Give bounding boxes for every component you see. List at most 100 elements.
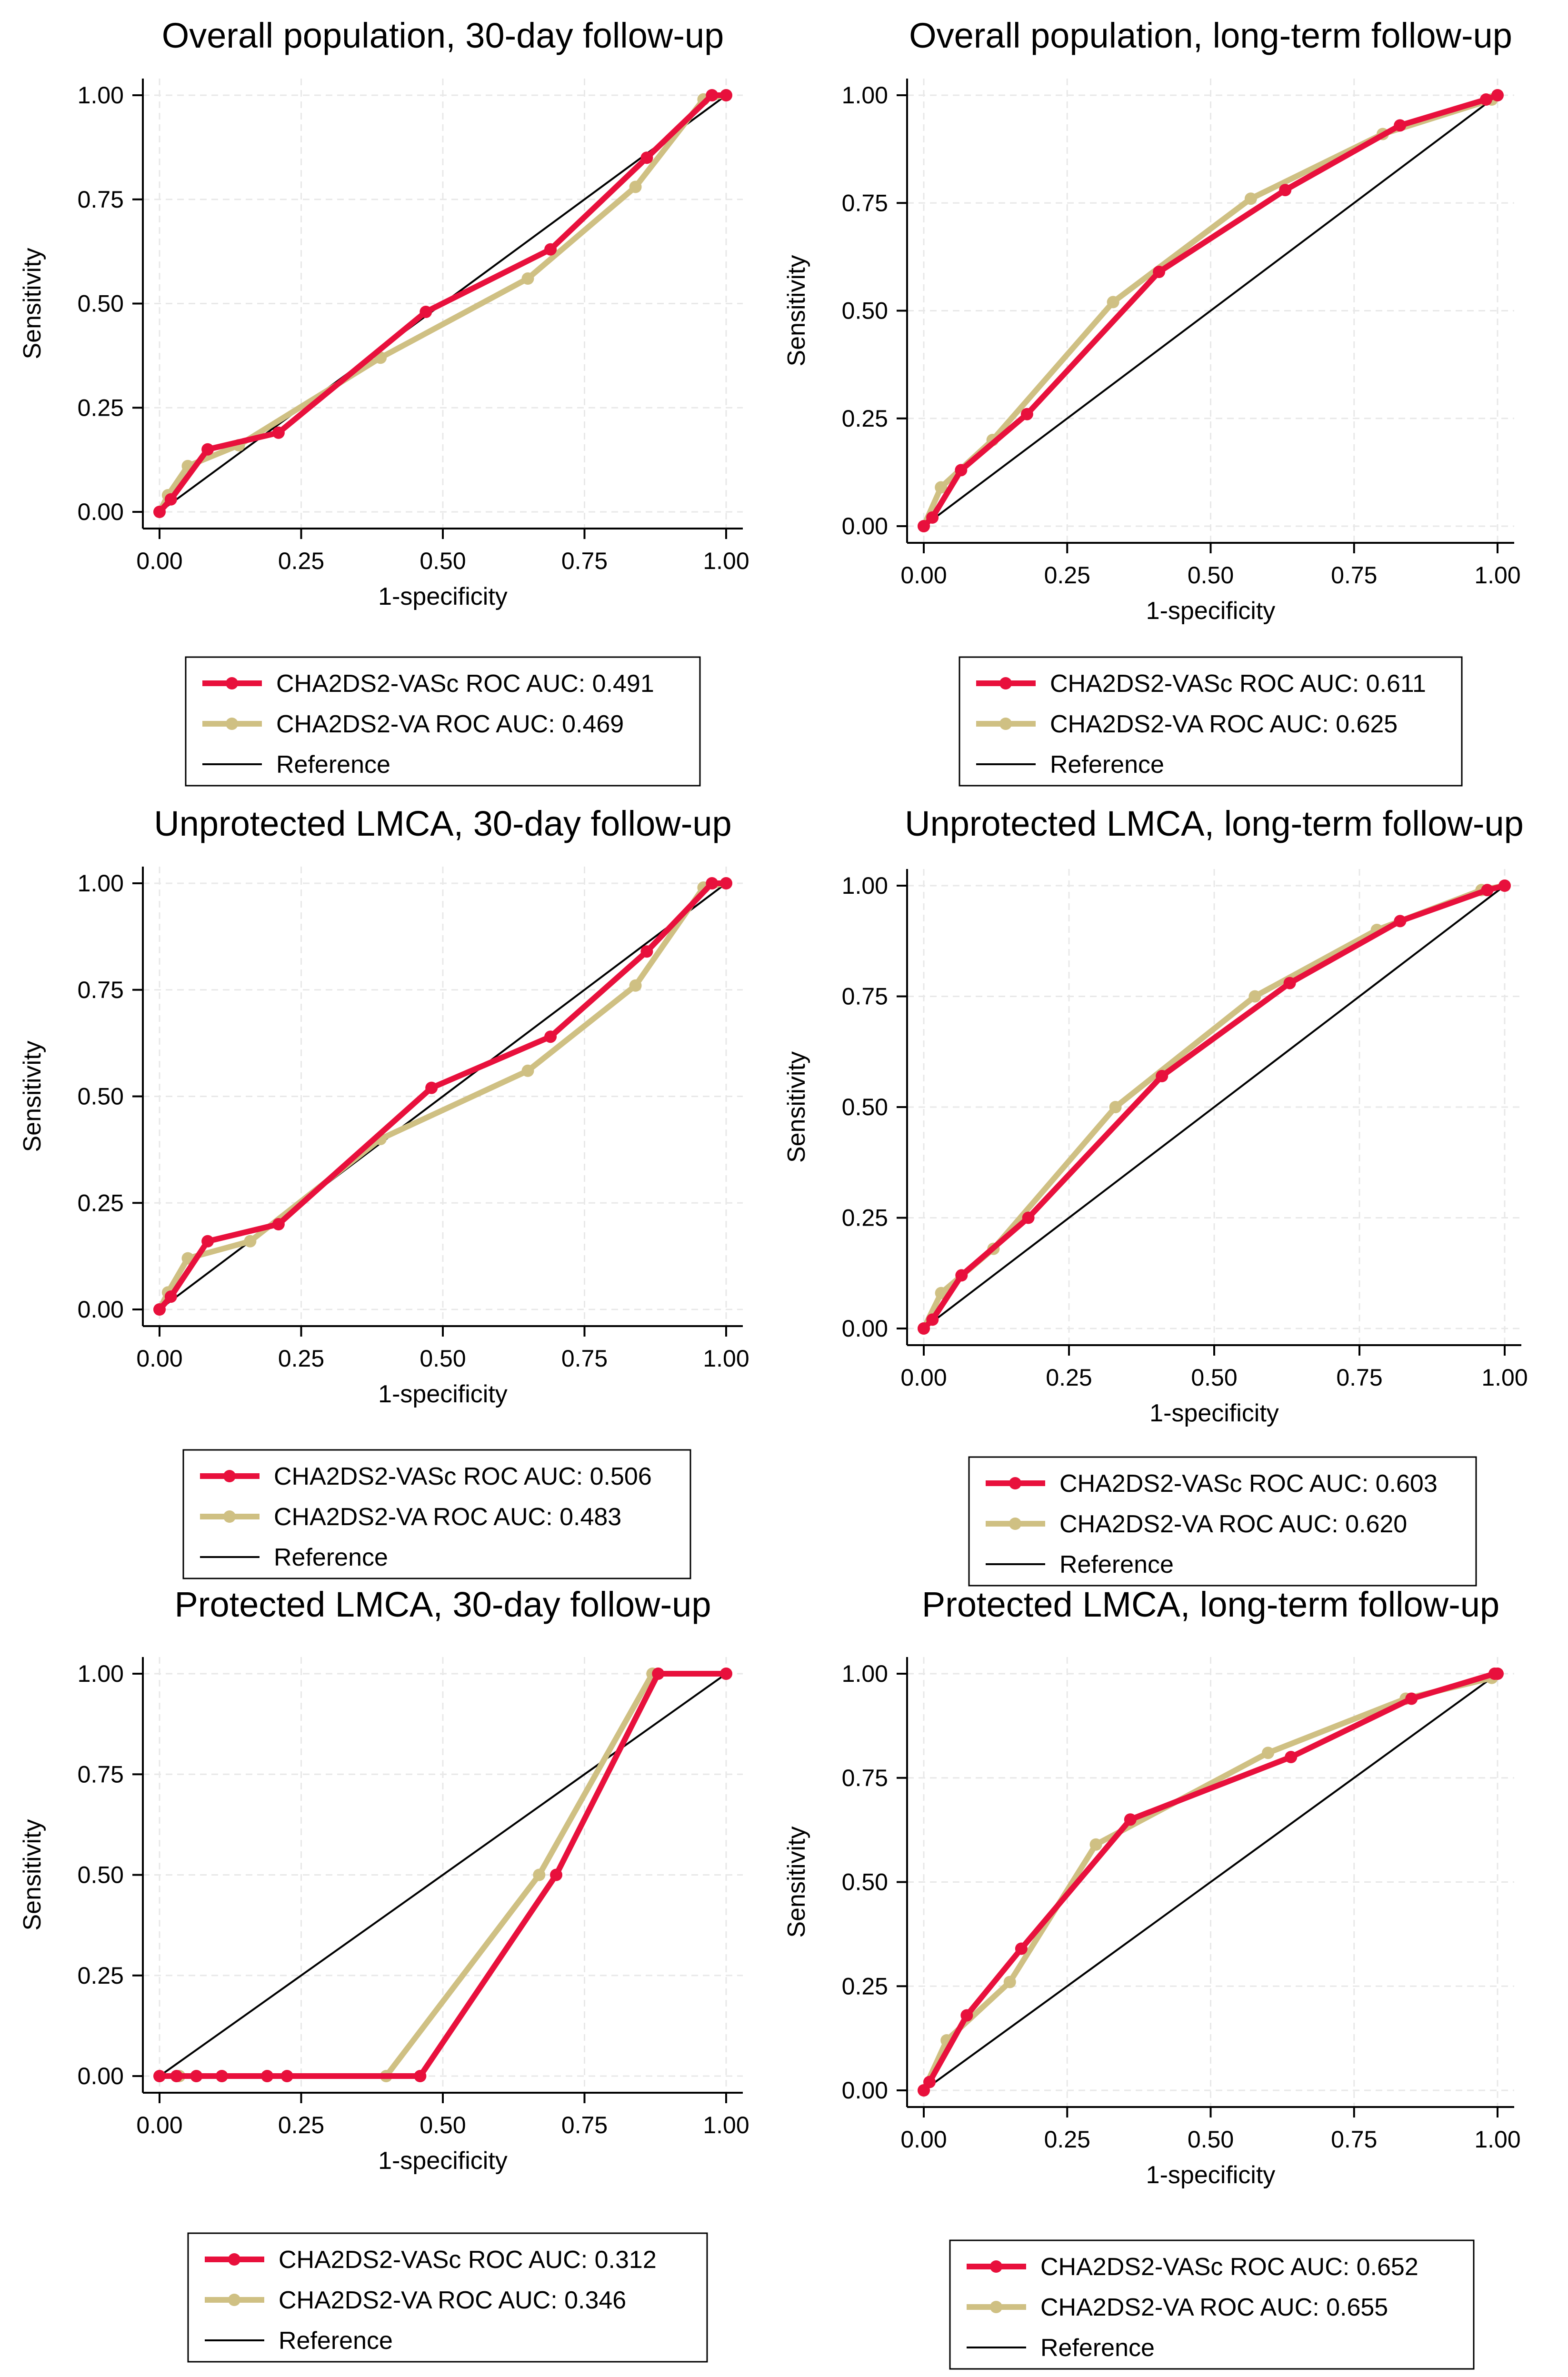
vasc-roc-point [918,1322,930,1335]
y-tick-label: 1.00 [842,1660,888,1687]
x-tick-label: 0.25 [1046,1364,1092,1391]
vasc-roc-point [201,1235,214,1248]
y-axis-title: Sensitivity [19,1819,46,1930]
y-tick-label: 0.50 [78,290,124,317]
y-tick-label: 0.75 [78,1761,124,1788]
legend-marker [999,718,1012,730]
vasc-roc-point [425,1081,438,1094]
vasc-roc-point [1279,184,1292,197]
legend-label: CHA2DS2-VASc ROC AUC: 0.312 [279,2246,657,2274]
legend-label: CHA2DS2-VASc ROC AUC: 0.652 [1040,2253,1418,2281]
vasc-roc-point [1481,884,1494,897]
vasc-roc-point [706,877,719,889]
roc-panel-1: Overall population, 30-day follow-up 0.00… [19,16,749,787]
y-tick-label: 1.00 [78,1660,124,1687]
y-tick-label: 1.00 [842,872,888,899]
vasc-roc-point [544,1030,557,1043]
x-tick-label: 1.00 [1474,562,1520,589]
vasc-roc-point [261,2070,274,2082]
legend-marker [228,2294,240,2306]
vasc-roc-point [720,877,732,889]
y-axis-title: Sensitivity [783,255,810,366]
x-tick-label: 0.25 [1044,562,1090,589]
x-tick-label: 0.00 [900,2126,947,2153]
panel-title: Protected LMCA, long-term follow-up [922,1585,1499,1624]
x-tick-label: 1.00 [1474,2126,1520,2153]
reference-line [159,1673,727,2077]
legend-marker [999,677,1012,689]
legend-label: CHA2DS2-VA ROC AUC: 0.655 [1040,2294,1388,2321]
legend-marker [226,718,238,730]
va-roc-point [521,272,534,285]
x-tick-label: 0.50 [419,1345,466,1372]
va-roc-point [1107,296,1119,309]
va-roc-point [1089,1838,1102,1851]
legend-box [182,1449,691,1579]
va-roc-point [1262,1747,1274,1759]
vasc-roc-point [1498,879,1511,892]
x-axis-title: 1-specificity [378,2147,508,2175]
legend-label: Reference [1040,2334,1155,2362]
va-roc-point [1244,192,1257,205]
legend-label: Reference [1050,751,1164,779]
legend-marker [1009,1518,1021,1530]
y-tick-label: 0.75 [78,186,124,213]
y-tick-label: 0.25 [78,394,124,421]
x-tick-label: 0.75 [561,1345,608,1372]
vasc-roc-point [640,945,653,958]
x-tick-label: 0.50 [1188,562,1234,589]
va-roc-point [935,481,948,494]
vasc-roc-point [960,2009,973,2022]
x-tick-label: 0.00 [900,562,947,589]
va-roc-point [1003,1976,1016,1988]
vasc-roc-point [1156,1069,1169,1082]
vasc-roc-point [190,2070,203,2082]
x-tick-label: 0.75 [1331,2126,1377,2153]
legend: CHA2DS2-VASc ROC AUC: 0.312 CHA2DS2-VA RO… [187,2232,708,2363]
legend-label: Reference [1059,1551,1174,1578]
legend-label: CHA2DS2-VASc ROC AUC: 0.506 [274,1463,652,1490]
x-tick-label: 1.00 [703,548,749,574]
x-tick-label: 1.00 [703,1345,749,1372]
y-tick-label: 0.00 [78,2063,124,2089]
legend-label: CHA2DS2-VA ROC AUC: 0.625 [1050,710,1398,738]
legend-marker [223,1470,236,1482]
legend: CHA2DS2-VASc ROC AUC: 0.491 CHA2DS2-VA RO… [185,656,701,787]
vasc-roc-point [923,2076,936,2088]
reference-line [923,94,1498,527]
vasc-roc-point [720,89,732,101]
legend-marker [223,1510,236,1523]
legend-box [949,2239,1475,2370]
y-tick-label: 0.50 [842,1094,888,1120]
va-roc-point [521,1064,534,1077]
y-tick-label: 0.25 [78,1189,124,1216]
x-tick-label: 0.00 [136,1345,182,1372]
legend: CHA2DS2-VASc ROC AUC: 0.603 CHA2DS2-VA RO… [968,1456,1477,1587]
legend: CHA2DS2-VASc ROC AUC: 0.611 CHA2DS2-VA RO… [959,656,1463,787]
x-tick-label: 0.50 [1188,2126,1234,2153]
legend-marker [228,2253,240,2266]
x-tick-label: 0.50 [1191,1364,1237,1391]
vasc-roc-point [706,89,719,101]
reference-line [923,885,1506,1329]
y-tick-label: 0.75 [78,977,124,1003]
legend-label: CHA2DS2-VA ROC AUC: 0.620 [1059,1510,1407,1538]
vasc-roc-point [926,511,939,524]
y-tick-label: 0.50 [842,1869,888,1896]
vasc-roc-point [1491,1668,1504,1680]
x-axis-title: 1-specificity [1146,2161,1276,2189]
y-axis-title: Sensitivity [19,248,46,359]
legend-box [187,2232,708,2363]
vasc-roc-point [720,1668,732,1680]
y-tick-label: 1.00 [842,82,888,109]
x-tick-label: 0.50 [419,2112,466,2138]
panel-title: Unprotected LMCA, long-term follow-up [905,804,1524,843]
y-tick-label: 0.25 [842,1973,888,1999]
vasc-roc-point [215,2070,228,2082]
x-tick-label: 1.00 [703,2112,749,2138]
y-tick-label: 0.00 [842,2077,888,2104]
legend-label: CHA2DS2-VASc ROC AUC: 0.491 [276,670,654,698]
legend: CHA2DS2-VASc ROC AUC: 0.506 CHA2DS2-VA RO… [182,1449,691,1579]
x-tick-label: 0.00 [136,548,182,574]
legend-label: CHA2DS2-VA ROC AUC: 0.483 [274,1503,621,1531]
